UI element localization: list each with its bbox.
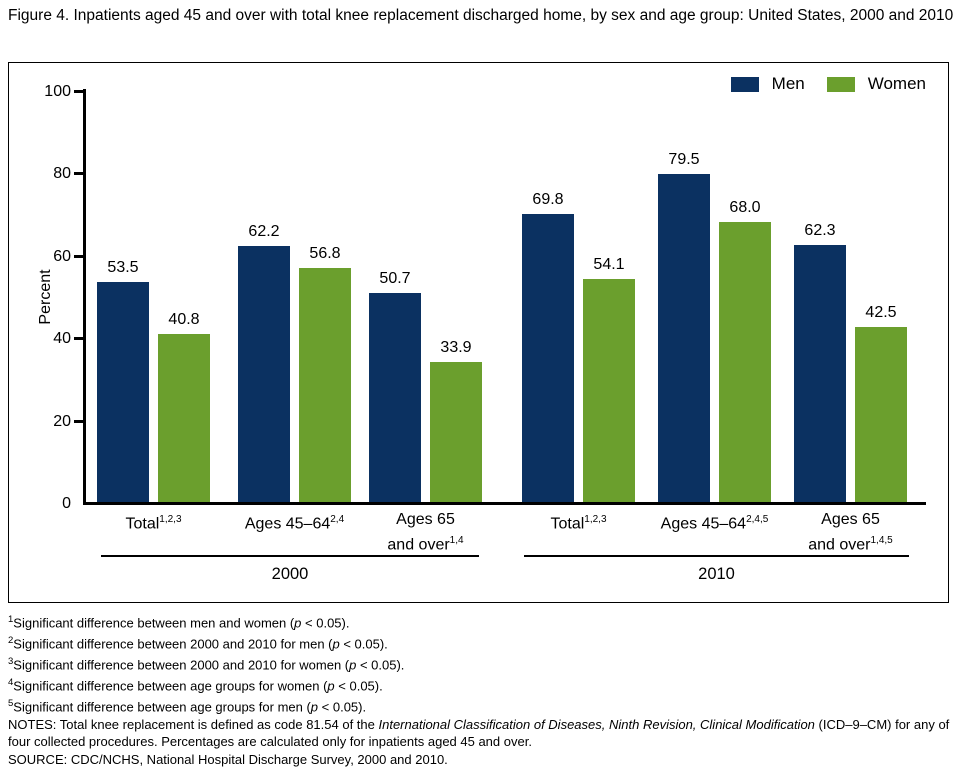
bar-men-2000	[97, 282, 149, 502]
y-axis-tick	[74, 90, 83, 93]
figure-title: Figure 4. Inpatients aged 45 and over wi…	[8, 7, 954, 24]
footnote-2: 2Significant difference between 2000 and…	[8, 634, 388, 652]
x-group-label: Ages 65 and over1,4,5	[808, 511, 893, 554]
bar-value-label: 40.8	[168, 311, 200, 328]
bar-women-2000	[299, 268, 351, 502]
bar-value-label: 33.9	[440, 339, 472, 356]
footnote-3: 3Significant difference between 2000 and…	[8, 655, 405, 673]
y-axis-tick	[74, 172, 83, 175]
bar-women-2000	[430, 362, 482, 502]
legend-item-women: Women	[826, 74, 926, 94]
bar-value-label: 50.7	[379, 270, 411, 287]
bar-value-label: 69.8	[532, 191, 564, 208]
bar-women-2010	[583, 279, 635, 502]
legend-item-men: Men	[730, 74, 805, 94]
period-divider-line	[101, 555, 479, 557]
chart-area: Men Women Percent 0 20 40 60 80 100 53.5 40.8 To…	[8, 62, 949, 603]
bar-value-label: 68.0	[729, 199, 761, 216]
x-group-label: Ages 45–642,4,5	[660, 514, 769, 533]
bar-men-2010	[658, 174, 710, 502]
y-axis-tick	[74, 337, 83, 340]
footnote-list: 1Significant difference between men and …	[8, 611, 956, 716]
bar-value-label: 54.1	[593, 256, 625, 273]
x-group-label: Ages 45–642,4	[244, 514, 345, 533]
y-axis-tick	[74, 420, 83, 423]
legend-label-men: Men	[771, 74, 805, 93]
period-label: 2000	[271, 565, 309, 583]
notes-suffix: (ICD–9–CM) for any of four collected pro…	[8, 716, 950, 750]
men-color-swatch	[730, 76, 759, 92]
notes-italic-title: International Classification of Diseases…	[378, 716, 815, 732]
bar-value-label: 56.8	[309, 245, 341, 262]
notes-prefix: NOTES: Total knee replacement is defined…	[8, 716, 379, 732]
footnote-5: 5Significant difference between age grou…	[8, 697, 367, 715]
y-axis-tick-label: 100	[44, 83, 71, 100]
x-group-label: Total1,2,3	[550, 514, 607, 533]
y-axis-tick-label: 20	[53, 413, 71, 430]
bar-women-2010	[719, 222, 771, 502]
chart-legend: Men Women	[709, 74, 926, 94]
bar-value-label: 79.5	[668, 151, 700, 168]
x-group-label: Total1,2,3	[125, 514, 182, 533]
period-divider-line	[524, 555, 909, 557]
period-label: 2010	[698, 565, 735, 583]
x-axis-line	[83, 502, 926, 505]
bar-value-label: 62.2	[248, 223, 280, 240]
bar-value-label: 42.5	[865, 304, 897, 321]
source-line: SOURCE: CDC/NCHS, National Hospital Disc…	[8, 751, 448, 767]
bar-men-2010	[522, 214, 574, 502]
y-axis-tick-label: 60	[53, 248, 71, 265]
footnotes: 1Significant difference between men and …	[8, 611, 956, 768]
notes-line: NOTES: Total knee replacement is defined…	[8, 716, 956, 751]
y-axis-tick-label: 0	[62, 495, 71, 512]
bar-men-2000	[369, 293, 421, 502]
bar-value-label: 53.5	[107, 259, 139, 276]
y-axis-tick-label: 40	[53, 330, 71, 347]
bar-men-2010	[794, 245, 846, 502]
bar-men-2000	[238, 246, 290, 502]
bar-women-2010	[855, 327, 907, 502]
bar-women-2000	[158, 334, 210, 502]
y-axis-line	[83, 89, 86, 505]
x-group-label: Ages 65 and over1,4	[387, 511, 464, 554]
bar-value-label: 62.3	[804, 222, 836, 239]
women-color-swatch	[826, 76, 855, 92]
y-axis-tick	[74, 255, 83, 258]
y-axis-tick-label: 80	[53, 165, 71, 182]
footnote-1: 1Significant difference between men and …	[8, 614, 350, 631]
footnote-4: 4Significant difference between age grou…	[8, 676, 383, 694]
legend-label-women: Women	[867, 74, 926, 93]
